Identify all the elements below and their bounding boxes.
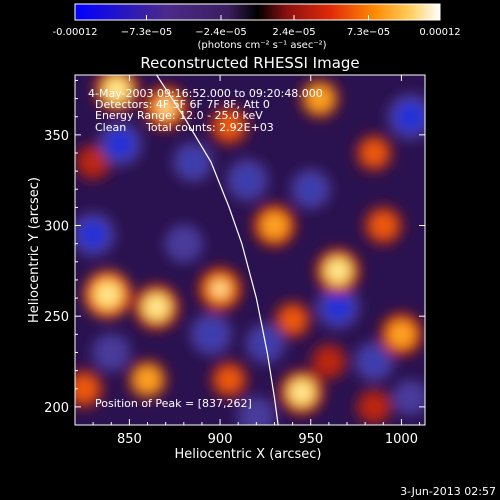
heatmap-blob xyxy=(260,211,289,240)
solar-limb-curve xyxy=(156,75,279,425)
colorbar-tick-label: −2.4e−05 xyxy=(195,27,247,38)
heatmap-blob xyxy=(298,177,323,202)
heatmap-blob xyxy=(81,150,105,174)
colorbar-tick-label: 2.4e−05 xyxy=(272,27,315,38)
chart-title: Reconstructed RHESSI Image xyxy=(140,54,359,72)
heatmap-blob-core xyxy=(331,264,344,277)
x-tick-label: 950 xyxy=(298,432,323,447)
heatmap-blob-core xyxy=(295,386,308,399)
annotation-peak: Position of Peak = [837,262] xyxy=(95,397,252,410)
heatmap-blob-core xyxy=(214,282,227,295)
plot-area: 850 900 950 1000 200 250 300 350 xyxy=(44,74,426,447)
x-tick-label: 850 xyxy=(117,432,142,447)
x-axis-label: Heliocentric X (arcsec) xyxy=(175,447,322,462)
heatmap-blob xyxy=(216,112,243,139)
heatmap-blob xyxy=(134,366,161,393)
heatmap-blob-core xyxy=(159,101,172,114)
heatmap-blob xyxy=(79,220,107,249)
heatmap-blob-core xyxy=(101,288,114,301)
heatmap-blob xyxy=(370,212,397,239)
heatmap-blob xyxy=(362,395,386,419)
heatmap-blob xyxy=(306,85,334,112)
heatmap-blob xyxy=(198,321,224,348)
footer-timestamp: 3-Jun-2013 02:57 xyxy=(400,485,496,498)
colorbar-ticks: -0.00012 −7.3e−05 −2.4e−05 2.4e−05 7.3e−05 0.… xyxy=(53,15,461,38)
heatmap-field xyxy=(75,75,425,425)
heatmap-blob xyxy=(362,349,387,374)
y-tick-label: 200 xyxy=(44,401,69,416)
x-tick-label: 900 xyxy=(208,432,233,447)
heatmap-blob xyxy=(180,149,206,175)
y-axis-label: Heliocentric Y (arcsec) xyxy=(27,177,42,323)
heatmap-blob xyxy=(244,404,268,425)
colorbar-tick-label: −7.3e−05 xyxy=(121,27,173,38)
heatmap-blob xyxy=(280,307,305,333)
annotation-counts: Total counts: 2.92E+03 xyxy=(145,121,274,134)
colorbar-tick-label: -0.00012 xyxy=(53,27,98,38)
y-tick-label: 300 xyxy=(44,220,69,235)
plot-frame xyxy=(74,74,426,426)
annotations: 4-May-2003 09:16:52.000 to 09:20:48.000 … xyxy=(88,87,323,410)
heatmap-blob-core xyxy=(110,83,123,96)
heatmap-blob xyxy=(234,167,261,194)
colorbar-unit-label: (photons cm⁻² s⁻¹ asec⁻²) xyxy=(197,40,326,51)
colorbar-bar xyxy=(74,3,441,21)
annotation-method: Clean xyxy=(95,121,126,134)
y-tick-label: 250 xyxy=(44,310,69,325)
annotation-time: 4-May-2003 09:16:52.000 to 09:20:48.000 xyxy=(88,87,323,100)
heatmap-blob xyxy=(75,375,97,402)
heatmap-blob xyxy=(362,140,387,166)
heatmap-blob xyxy=(317,350,341,374)
heatmap-blob xyxy=(106,130,134,158)
heatmap-blob xyxy=(324,293,352,321)
y-tick-label: 350 xyxy=(44,129,69,144)
annotation-detectors: Detectors: 4F 5F 6F 7F 8F, Att 0 xyxy=(95,98,270,111)
x-axis-ticks: 850 900 950 1000 xyxy=(92,75,421,447)
heatmap-blob xyxy=(387,320,416,348)
heatmap-blob xyxy=(99,340,123,364)
heatmap-blob-core xyxy=(150,301,163,314)
heatmap-blob xyxy=(396,102,425,132)
heatmap-blob xyxy=(216,367,242,392)
y-axis-ticks: 200 250 300 350 xyxy=(44,79,425,416)
colorbar-tick-label: 0.00012 xyxy=(419,27,460,38)
heatmap-blob xyxy=(172,232,196,256)
annotation-energy: Energy Range: 12.0 - 25.0 keV xyxy=(95,109,263,122)
colorbar: -0.00012 −7.3e−05 −2.4e−05 2.4e−05 7.3e−05 0.… xyxy=(53,3,461,51)
x-tick-label: 1000 xyxy=(385,432,418,447)
colorbar-tick-label: 7.3e−05 xyxy=(347,27,390,38)
heatmap-blob xyxy=(399,386,422,409)
